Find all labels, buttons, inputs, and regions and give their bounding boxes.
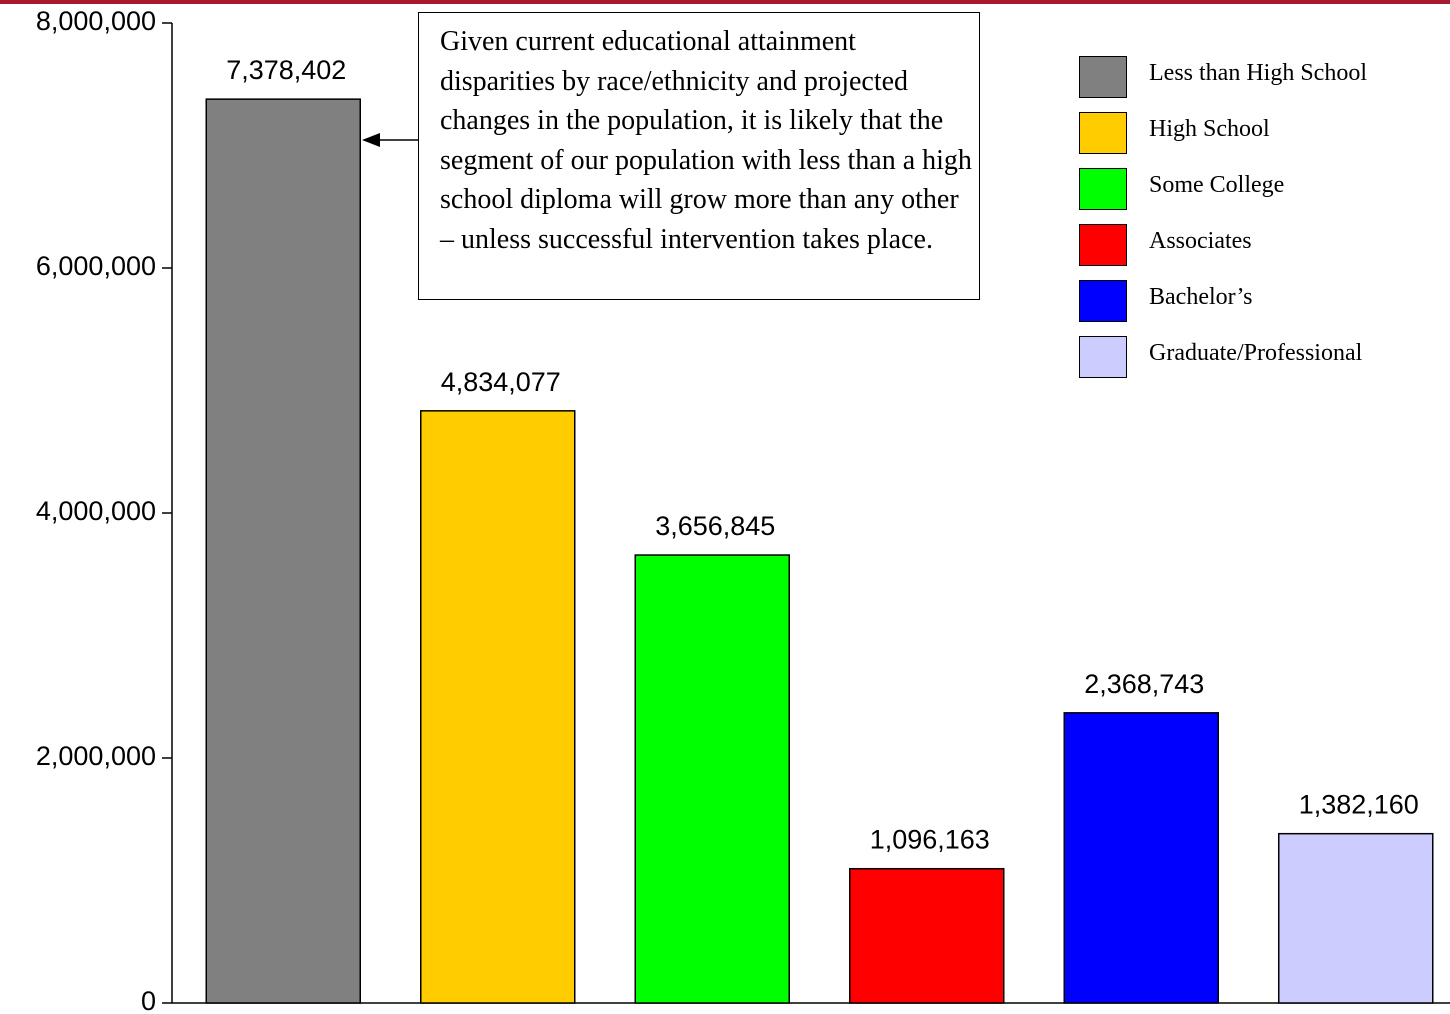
bar-3: [634, 554, 790, 1004]
y-tick-label: 2,000,000: [36, 741, 156, 771]
legend-label: Some College: [1149, 172, 1285, 198]
data-label-1: 7,378,402: [226, 55, 346, 85]
legend-swatch: [1079, 280, 1127, 322]
bar-2: [420, 410, 576, 1004]
data-label-4: 1,096,163: [870, 825, 990, 855]
legend-label: Bachelor’s: [1149, 284, 1253, 310]
header-accent-bar: [0, 0, 1450, 4]
data-label-5: 2,368,743: [1084, 669, 1204, 699]
bar-5: [1063, 712, 1219, 1004]
data-label-3: 3,656,845: [655, 511, 775, 541]
legend-label: Graduate/Professional: [1149, 340, 1363, 366]
y-tick-label: 8,000,000: [36, 6, 156, 36]
y-tick-label: 0: [141, 986, 156, 1014]
data-labels: 7,378,402 4,834,077 3,656,845 1,096,163 2,36…: [226, 55, 1419, 855]
legend-item-1: Less than High School: [1079, 56, 1439, 98]
data-label-2: 4,834,077: [441, 367, 561, 397]
legend-label: Associates: [1149, 228, 1252, 254]
legend-swatch: [1079, 112, 1127, 154]
bar-6: [1278, 832, 1434, 1004]
legend-swatch: [1079, 224, 1127, 266]
legend-item-5: Bachelor’s: [1079, 280, 1439, 322]
bar-1: [205, 98, 361, 1004]
legend-label: Less than High School: [1149, 60, 1367, 86]
annotation-box: [418, 12, 980, 300]
annotation-arrow: [362, 133, 418, 147]
y-tick-label: 4,000,000: [36, 496, 156, 526]
bars: [205, 98, 1434, 1004]
legend-label: High School: [1149, 116, 1270, 142]
data-label-6: 1,382,160: [1299, 790, 1419, 820]
y-axis: 0 2,000,000 4,000,000 6,000,000 8,000,000: [36, 6, 1450, 1014]
legend-swatch: [1079, 168, 1127, 210]
annotation-text: Given current educational attainment dis…: [440, 26, 972, 255]
legend-item-6: Graduate/Professional: [1079, 336, 1439, 378]
y-tick-label: 6,000,000: [36, 251, 156, 281]
legend-item-2: High School: [1079, 112, 1439, 154]
legend-swatch: [1079, 336, 1127, 378]
legend-item-3: Some College: [1079, 168, 1439, 210]
legend-swatch: [1079, 56, 1127, 98]
bar-4: [849, 867, 1005, 1004]
legend-item-4: Associates: [1079, 224, 1439, 266]
